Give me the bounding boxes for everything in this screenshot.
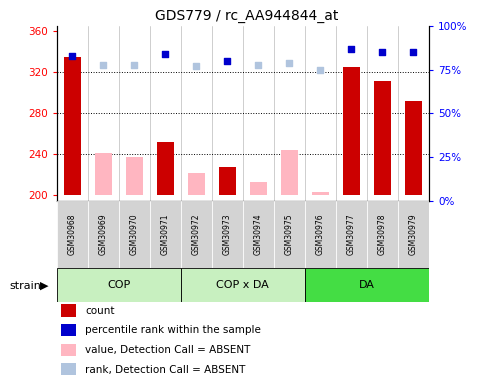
Bar (61, 324, 76, 336)
Point (254, 62, 262, 68)
Text: COP x DA: COP x DA (216, 280, 269, 290)
Bar (150, 201, 181, 268)
Point (99, 62, 107, 68)
Text: GSM30970: GSM30970 (130, 214, 139, 255)
Text: count: count (85, 306, 114, 316)
Bar (61, 363, 76, 375)
Bar (336, 201, 367, 268)
Text: GSM30976: GSM30976 (316, 214, 325, 255)
Bar (374, 81, 391, 195)
Text: GSM30968: GSM30968 (68, 214, 77, 255)
Bar (88, 201, 119, 268)
Bar (126, 156, 143, 195)
Bar (312, 192, 329, 195)
Bar (398, 201, 429, 268)
Bar (61, 344, 76, 356)
Point (348, 46, 355, 52)
Text: GSM30969: GSM30969 (99, 214, 108, 255)
Text: GSM30979: GSM30979 (409, 214, 418, 255)
Bar (281, 150, 298, 195)
Bar (181, 201, 212, 268)
Point (192, 63, 200, 69)
Point (161, 51, 169, 57)
Bar (57, 201, 88, 268)
Bar (274, 201, 305, 268)
Bar (219, 167, 236, 195)
Bar (305, 201, 336, 268)
Bar (343, 67, 360, 195)
Bar (64, 57, 81, 195)
Bar (57, 268, 181, 302)
Text: ▶: ▶ (40, 281, 49, 291)
Text: GSM30978: GSM30978 (378, 214, 387, 255)
Text: strain: strain (10, 281, 42, 291)
Bar (61, 304, 76, 316)
Text: GSM30977: GSM30977 (347, 214, 356, 255)
Text: COP: COP (107, 280, 130, 290)
Bar (95, 153, 112, 195)
Point (379, 50, 387, 55)
Bar (212, 201, 243, 268)
Text: GSM30973: GSM30973 (223, 214, 232, 255)
Text: GSM30971: GSM30971 (161, 214, 170, 255)
Text: GSM30972: GSM30972 (192, 214, 201, 255)
Point (410, 50, 418, 55)
Bar (250, 182, 267, 195)
Point (317, 67, 324, 73)
Bar (157, 142, 174, 195)
Text: GSM30975: GSM30975 (285, 214, 294, 255)
Text: value, Detection Call = ABSENT: value, Detection Call = ABSENT (85, 345, 250, 355)
Point (68, 53, 76, 59)
Point (130, 62, 138, 68)
Text: GSM30974: GSM30974 (254, 214, 263, 255)
Point (223, 58, 231, 64)
Bar (367, 201, 398, 268)
Bar (405, 101, 422, 195)
Bar (119, 201, 150, 268)
Text: percentile rank within the sample: percentile rank within the sample (85, 326, 261, 335)
Bar (243, 201, 274, 268)
Bar (188, 173, 205, 195)
Point (285, 60, 293, 66)
Text: rank, Detection Call = ABSENT: rank, Detection Call = ABSENT (85, 365, 246, 375)
Bar (305, 268, 429, 302)
Bar (181, 268, 305, 302)
Text: DA: DA (359, 280, 375, 290)
Text: GDS779 / rc_AA944844_at: GDS779 / rc_AA944844_at (155, 9, 338, 23)
